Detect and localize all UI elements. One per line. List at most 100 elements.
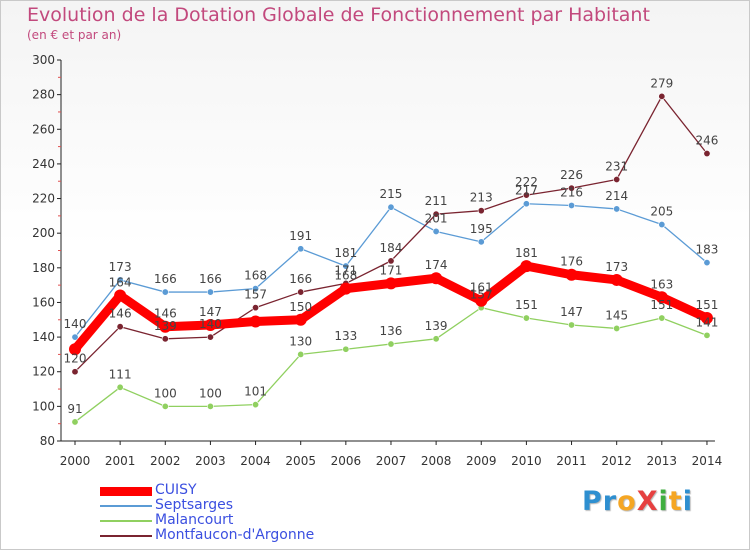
data-point <box>387 340 395 348</box>
data-point <box>520 260 533 273</box>
logo-letter: X <box>636 486 659 517</box>
logo-letter: o <box>617 486 637 517</box>
data-point <box>658 221 666 229</box>
data-point <box>71 368 79 376</box>
data-label: 191 <box>289 229 312 243</box>
data-label: 157 <box>470 288 493 302</box>
data-label: 214 <box>605 189 628 203</box>
y-tick-label: 220 <box>32 192 55 206</box>
data-point <box>206 402 214 410</box>
data-point <box>703 331 711 339</box>
data-label: 140 <box>64 317 87 331</box>
data-label: 181 <box>334 246 357 260</box>
y-tick-label: 140 <box>32 330 55 344</box>
logo-letter: r <box>602 486 618 517</box>
legend-label: Montfaucon-d'Argonne <box>155 527 315 543</box>
data-label: 174 <box>425 258 448 272</box>
legend-label: Malancourt <box>155 512 234 528</box>
y-tick-label: 160 <box>32 295 55 309</box>
data-point <box>161 335 169 343</box>
logo-letter: P <box>582 486 603 517</box>
data-label: 211 <box>425 194 448 208</box>
x-tick-label: 2004 <box>240 454 271 468</box>
data-point <box>613 175 621 183</box>
data-point <box>610 273 623 286</box>
data-point <box>658 92 666 100</box>
data-point <box>655 291 668 304</box>
data-label: 163 <box>650 277 673 291</box>
data-label: 151 <box>696 298 719 312</box>
data-label: 171 <box>380 263 403 277</box>
data-label: 168 <box>334 269 357 283</box>
data-point <box>568 201 576 209</box>
y-tick-label: 200 <box>32 226 55 240</box>
chart-subtitle: (en € et par an) <box>27 28 122 42</box>
data-label: 164 <box>109 276 132 290</box>
proxiti-logo: ProXiti <box>582 486 693 517</box>
data-label: 166 <box>154 272 177 286</box>
x-tick-label: 2000 <box>60 454 91 468</box>
x-tick-label: 2001 <box>105 454 136 468</box>
data-point <box>159 320 172 333</box>
data-label: 215 <box>380 187 403 201</box>
data-label: 146 <box>109 307 132 321</box>
data-point <box>69 343 81 356</box>
data-label: 171 <box>334 263 357 277</box>
x-tick-label: 2012 <box>601 454 632 468</box>
x-tick-label: 2003 <box>195 454 226 468</box>
data-point <box>568 184 576 192</box>
data-label: 100 <box>154 386 177 400</box>
data-point <box>475 294 488 307</box>
y-tick-label: 240 <box>32 157 55 171</box>
data-point <box>116 276 124 284</box>
legend-swatch <box>100 505 152 507</box>
legend-swatch <box>100 535 152 537</box>
data-label: 139 <box>154 319 177 333</box>
x-tick-label: 2005 <box>285 454 316 468</box>
data-point <box>477 238 485 246</box>
data-label: 147 <box>560 305 583 319</box>
data-label: 231 <box>605 159 628 173</box>
data-label: 133 <box>334 329 357 343</box>
data-label: 111 <box>109 367 132 381</box>
x-tick-label: 2013 <box>647 454 678 468</box>
data-label: 136 <box>380 324 403 338</box>
data-point <box>522 314 530 322</box>
x-tick-label: 2008 <box>421 454 452 468</box>
data-point <box>339 282 352 295</box>
data-label: 246 <box>696 134 719 148</box>
legend-label: CUISY <box>155 482 197 498</box>
data-point <box>294 313 307 326</box>
data-label: 226 <box>560 168 583 182</box>
data-point <box>204 318 217 331</box>
data-label: 151 <box>515 298 538 312</box>
data-label: 157 <box>244 288 267 302</box>
y-tick-label: 80 <box>40 434 55 448</box>
data-label: 147 <box>199 305 222 319</box>
x-tick-label: 2014 <box>692 454 723 468</box>
x-tick-label: 2009 <box>466 454 497 468</box>
data-point <box>71 333 79 341</box>
data-point <box>613 324 621 332</box>
data-point <box>71 418 79 426</box>
data-label: 184 <box>380 241 403 255</box>
data-point <box>613 205 621 213</box>
data-label: 205 <box>650 205 673 219</box>
data-point <box>700 312 713 325</box>
data-point <box>522 191 530 199</box>
y-tick-label: 100 <box>32 399 55 413</box>
data-label: 141 <box>696 315 719 329</box>
legend-label: Septsarges <box>155 497 234 513</box>
data-label: 150 <box>289 300 312 314</box>
data-point <box>658 314 666 322</box>
legend-swatch <box>100 486 152 496</box>
data-point <box>432 210 440 218</box>
x-tick-label: 2011 <box>556 454 587 468</box>
data-label: 222 <box>515 175 538 189</box>
data-label: 279 <box>650 76 673 90</box>
data-label: 195 <box>470 222 493 236</box>
data-point <box>522 200 530 208</box>
data-point <box>249 315 262 328</box>
